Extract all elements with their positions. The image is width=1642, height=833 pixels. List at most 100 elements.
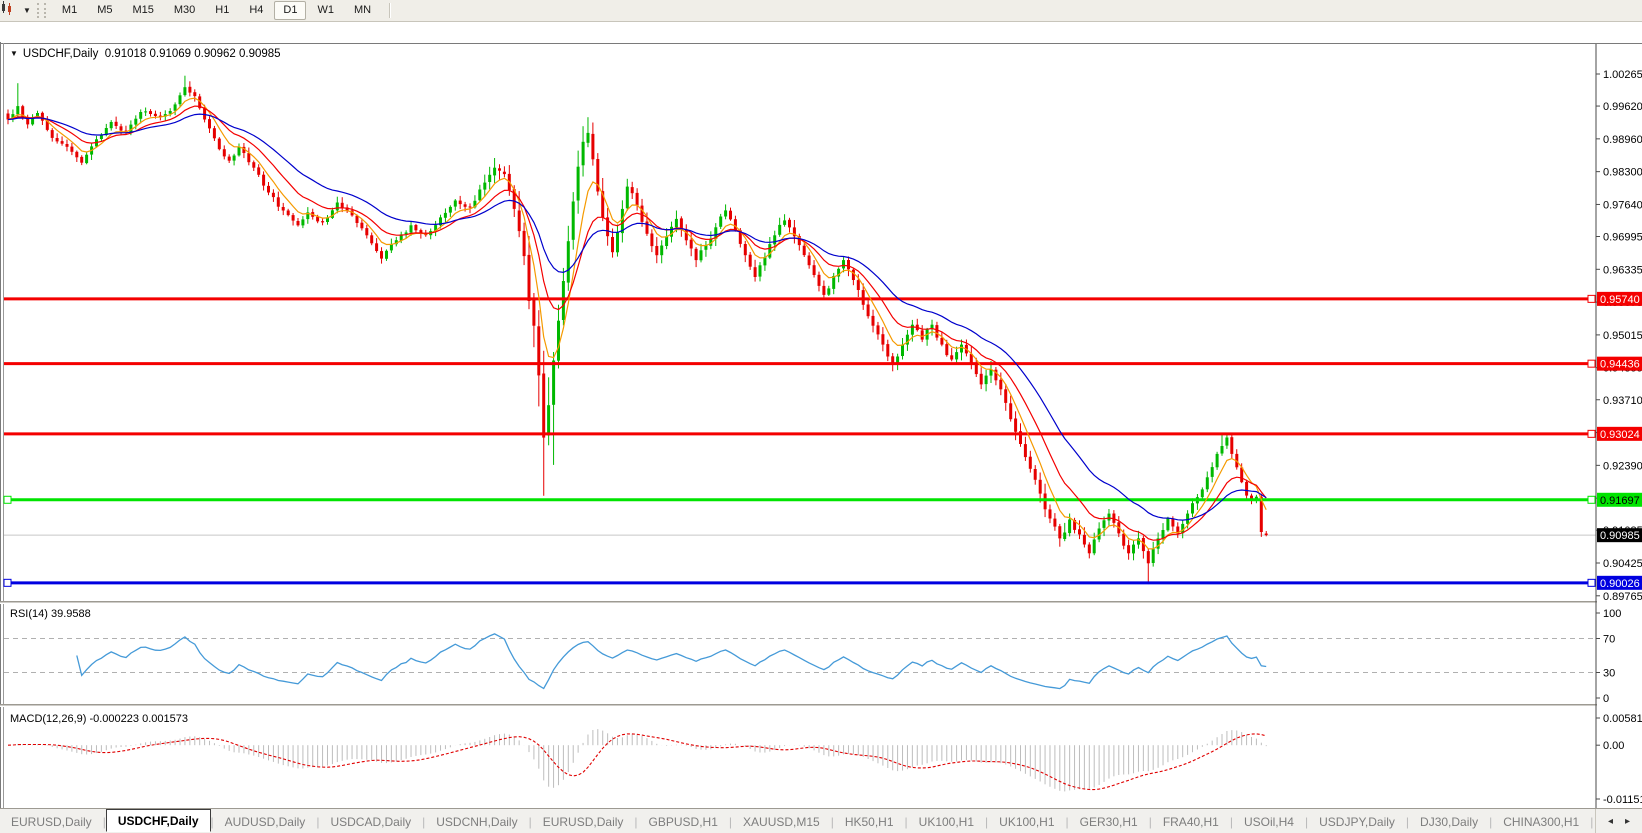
tab-separator: | xyxy=(728,814,733,829)
symbol-tab-EURUSD-Daily[interactable]: EURUSD,Daily xyxy=(542,814,624,829)
price-axis-bg xyxy=(1597,44,1642,809)
ma-6-line xyxy=(7,97,1267,550)
symbol-tab-UK100-H1[interactable]: UK100,H1 xyxy=(918,814,975,829)
symbol-tab-HK50-H1[interactable]: HK50,H1 xyxy=(844,814,894,829)
hline-handle-right[interactable] xyxy=(1587,294,1596,303)
symbol-tab-USDJPY-Daily[interactable]: USDJPY,Daily xyxy=(1319,814,1395,829)
chart-window-border-left xyxy=(0,42,1,829)
price-tick-label: 1.00265 xyxy=(1603,69,1642,81)
rsi-tick-label: 30 xyxy=(1603,668,1615,680)
tab-separator: | xyxy=(102,814,106,829)
timeframe-button-M1[interactable]: M1 xyxy=(61,4,78,16)
timeframe-button-M30[interactable]: M30 xyxy=(173,4,196,16)
toolbar-grip[interactable] xyxy=(36,3,46,18)
current-price-label-box[interactable] xyxy=(1597,528,1642,543)
chart-ohlc-values: 0.91018 0.91069 0.90962 0.90985 xyxy=(104,48,281,60)
tab-separator: | xyxy=(316,814,320,829)
tab-scroll-left-icon[interactable]: ◂ xyxy=(1607,816,1613,827)
macd-histogram xyxy=(12,729,1267,792)
symbol-tab-USDCNH-Daily[interactable]: USDCNH,Daily xyxy=(436,814,518,829)
current-price-label-text: 0.90985 xyxy=(1600,530,1640,542)
symbol-tab-USOil-H4[interactable]: USOil,H4 xyxy=(1243,814,1294,829)
symbol-tab-DJ30-Daily[interactable]: DJ30,Daily xyxy=(1420,814,1479,829)
hline-price-label-box[interactable] xyxy=(1597,356,1642,371)
price-tick-label: 0.93710 xyxy=(1603,395,1642,407)
price-tick-label: 0.98300 xyxy=(1603,167,1642,179)
hline-price-label-text: 0.93024 xyxy=(1600,429,1640,441)
timeframe-button-H4[interactable]: H4 xyxy=(249,4,264,16)
ma-26-line xyxy=(7,113,1267,521)
rsi-tick-label: 100 xyxy=(1603,608,1621,620)
symbol-tab-USDCAD-Daily[interactable]: USDCAD,Daily xyxy=(330,814,412,829)
timeframe-button-W1[interactable]: W1 xyxy=(317,4,334,16)
tab-separator: | xyxy=(422,814,426,829)
rsi-tick-label: 0 xyxy=(1603,693,1609,705)
price-tick-label: 0.99620 xyxy=(1603,101,1642,113)
hline-price-label-text: 0.95740 xyxy=(1600,294,1640,306)
tab-separator: | xyxy=(830,814,834,829)
macd-tick-label: 0.005818 xyxy=(1603,713,1642,725)
tab-separator: | xyxy=(1229,814,1233,829)
hline-price-label-box[interactable] xyxy=(1597,291,1642,306)
chart-window[interactable]: 1.00265 0.99620 0.98960 0.98300 0.97640 0.969… xyxy=(0,21,1642,829)
timeframe-button-D1[interactable]: D1 xyxy=(274,1,307,20)
hline-handle-left[interactable] xyxy=(3,495,12,504)
symbol-tab-AUDUSD-Daily[interactable]: AUDUSD,Daily xyxy=(224,814,306,829)
hline-handle-right[interactable] xyxy=(1587,578,1596,587)
hline-price-label-text: 0.94436 xyxy=(1600,359,1640,371)
hline-price-label-box[interactable] xyxy=(1597,426,1642,441)
price-tick-label: 0.90425 xyxy=(1603,558,1642,570)
pane-separator xyxy=(0,705,1642,707)
macd-tick-label: -0.011514 xyxy=(1603,794,1642,806)
hline-handle-right[interactable] xyxy=(1587,359,1596,368)
symbol-tab-USDCHF-Daily[interactable]: USDCHF,Daily xyxy=(105,809,211,832)
price-tick-label: 0.96995 xyxy=(1603,232,1642,244)
symbol-tab-UK100-H1[interactable]: UK100,H1 xyxy=(999,814,1055,829)
price-tick-label: 0.98960 xyxy=(1603,134,1642,146)
rsi-line xyxy=(76,633,1267,690)
timeframe-toolbar: ▼ M1 M5 M15 M30 H1 H4 D1 W1 MN xyxy=(0,0,1642,22)
hline-handle-right[interactable] xyxy=(1587,495,1596,504)
symbol-tab-EURUSD-Daily[interactable]: EURUSD,Daily xyxy=(11,814,92,829)
price-tick-label: 0.95015 xyxy=(1603,330,1642,342)
timeframe-button-M15[interactable]: M15 xyxy=(132,4,154,16)
chart-ohlc-header: ▼ USDCHF,Daily 0.91018 0.91069 0.90962 0.… xyxy=(10,48,281,60)
price-tick-label: 0.92390 xyxy=(1603,460,1642,472)
timeframe-button-M5[interactable]: M5 xyxy=(97,4,113,16)
tab-separator: | xyxy=(1148,814,1152,829)
chart-type-icon[interactable] xyxy=(2,1,21,19)
symbol-tabs: EURUSD,Daily | USDCHF,Daily | AUDUSD,Daily | U… xyxy=(0,809,1595,833)
symbol-tab-XAUUSD-M15[interactable]: XAUUSD,M15 xyxy=(743,814,820,829)
chart-symbol-label: USDCHF,Daily xyxy=(22,48,99,60)
hline-price-label-box[interactable] xyxy=(1597,492,1642,507)
price-tick-label: 0.97640 xyxy=(1603,199,1642,211)
timeframe-button-MN[interactable]: MN xyxy=(353,4,372,16)
symbol-tab-CHINA300-H1[interactable]: CHINA300,H1 xyxy=(1503,814,1580,829)
chart-dropdown-icon[interactable]: ▼ xyxy=(10,49,18,58)
tab-separator: | xyxy=(1590,814,1594,829)
symbol-tab-GBPUSD-H1[interactable]: GBPUSD,H1 xyxy=(648,814,718,829)
hline-price-label-box[interactable] xyxy=(1597,575,1642,590)
price-tick-label: 0.89765 xyxy=(1603,591,1642,603)
chart-canvas[interactable]: 1.00265 0.99620 0.98960 0.98300 0.97640 0.969… xyxy=(0,21,1642,833)
tab-separator: | xyxy=(1304,814,1309,829)
hline-handle-right[interactable] xyxy=(1587,429,1596,438)
candles-layer[interactable] xyxy=(6,75,1268,585)
price-tick-label: 0.96335 xyxy=(1603,264,1642,276)
tab-separator: | xyxy=(634,814,638,829)
timeframe-button-H1[interactable]: H1 xyxy=(215,4,230,16)
symbol-tab-FRA40-H1[interactable]: FRA40,H1 xyxy=(1162,814,1219,829)
hline-price-label-text: 0.91697 xyxy=(1600,495,1640,507)
tab-scroll-arrows: ◂ ▸ xyxy=(1595,809,1642,833)
symbol-tab-GER30-H1[interactable]: GER30,H1 xyxy=(1079,814,1138,829)
chart-type-dropdown-icon[interactable]: ▼ xyxy=(23,6,31,15)
hline-price-label-text: 0.90026 xyxy=(1600,578,1640,590)
toolbar-separator xyxy=(389,3,392,18)
tab-separator: | xyxy=(904,814,908,829)
tab-separator: | xyxy=(1405,814,1410,829)
tab-scroll-right-icon[interactable]: ▸ xyxy=(1624,816,1630,827)
hline-handle-left[interactable] xyxy=(3,578,12,587)
rsi-tick-label: 70 xyxy=(1603,634,1615,646)
candlestick-icon xyxy=(2,1,11,15)
